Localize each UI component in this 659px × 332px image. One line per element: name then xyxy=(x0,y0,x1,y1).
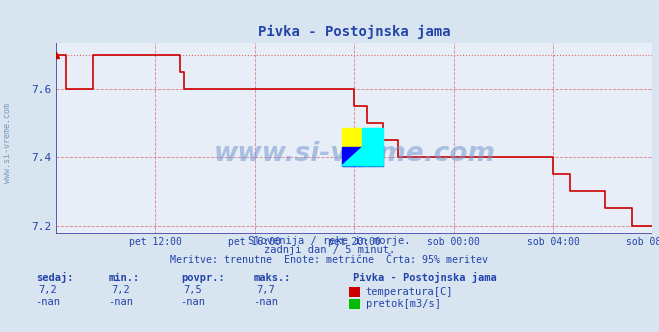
Bar xyxy=(342,128,362,147)
Text: 7,7: 7,7 xyxy=(256,285,275,295)
Text: -nan: -nan xyxy=(36,297,61,307)
Text: min.:: min.: xyxy=(109,273,140,283)
Text: www.si-vreme.com: www.si-vreme.com xyxy=(214,141,495,167)
Title: Pivka - Postojnska jama: Pivka - Postojnska jama xyxy=(258,25,451,39)
Text: temperatura[C]: temperatura[C] xyxy=(366,287,453,297)
Text: Slovenija / reke in morje.: Slovenija / reke in morje. xyxy=(248,236,411,246)
Text: Pivka - Postojnska jama: Pivka - Postojnska jama xyxy=(353,272,496,283)
Text: Meritve: trenutne  Enote: metrične  Črta: 95% meritev: Meritve: trenutne Enote: metrične Črta: … xyxy=(171,255,488,265)
Text: -nan: -nan xyxy=(108,297,133,307)
Text: pretok[m3/s]: pretok[m3/s] xyxy=(366,299,441,309)
Text: 7,2: 7,2 xyxy=(111,285,130,295)
Polygon shape xyxy=(342,128,383,166)
Text: 7,2: 7,2 xyxy=(39,285,57,295)
Text: -nan: -nan xyxy=(253,297,278,307)
Text: zadnji dan / 5 minut.: zadnji dan / 5 minut. xyxy=(264,245,395,255)
Text: 7,5: 7,5 xyxy=(184,285,202,295)
Text: sedaj:: sedaj: xyxy=(36,272,74,283)
Text: www.si-vreme.com: www.si-vreme.com xyxy=(3,103,13,183)
Text: povpr.:: povpr.: xyxy=(181,273,225,283)
Text: maks.:: maks.: xyxy=(254,273,291,283)
Bar xyxy=(362,147,383,166)
Bar xyxy=(342,147,362,166)
Text: -nan: -nan xyxy=(181,297,206,307)
Bar xyxy=(362,128,383,147)
